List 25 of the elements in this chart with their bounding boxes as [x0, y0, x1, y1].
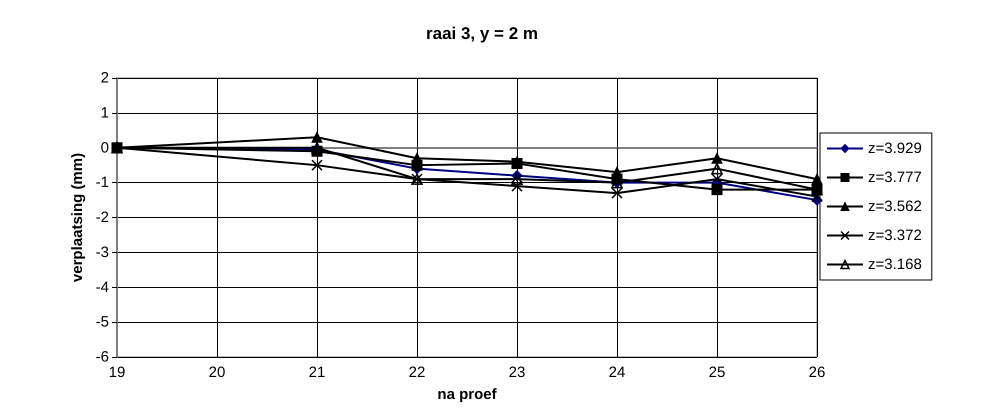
- y-tick-label: -6: [96, 348, 109, 366]
- x-tick-label: 19: [108, 364, 126, 381]
- y-tick-label: -3: [96, 244, 109, 261]
- x-tick-label: 26: [808, 364, 826, 381]
- legend-label: z=3.562: [868, 198, 922, 215]
- legend-label: z=3.168: [868, 256, 922, 273]
- legend-label: z=3.777: [868, 169, 922, 186]
- x-tick-label: 21: [308, 364, 326, 381]
- x-tick-label: 22: [408, 364, 426, 381]
- x-tick-label: 20: [208, 364, 226, 381]
- y-tick-label: -1: [96, 174, 109, 192]
- y-axis-title: verplaatsing (mm): [68, 152, 86, 282]
- x-tick-label: 24: [608, 364, 626, 381]
- y-tick-label: 0: [100, 139, 109, 156]
- legend-label: z=3.929: [868, 140, 922, 157]
- y-tick-label: 1: [100, 104, 109, 122]
- y-tick-label: -4: [96, 278, 109, 296]
- y-tick-label: -2: [96, 209, 109, 226]
- y-tick-label: -5: [96, 314, 109, 331]
- y-tick-label: 2: [100, 70, 109, 86]
- legend-label: z=3.372: [868, 227, 922, 244]
- chart-title: raai 3, y = 2 m: [426, 24, 538, 43]
- x-tick-label: 23: [508, 364, 526, 381]
- x-tick-label: 25: [708, 364, 726, 381]
- x-axis-title: na proef: [437, 386, 498, 403]
